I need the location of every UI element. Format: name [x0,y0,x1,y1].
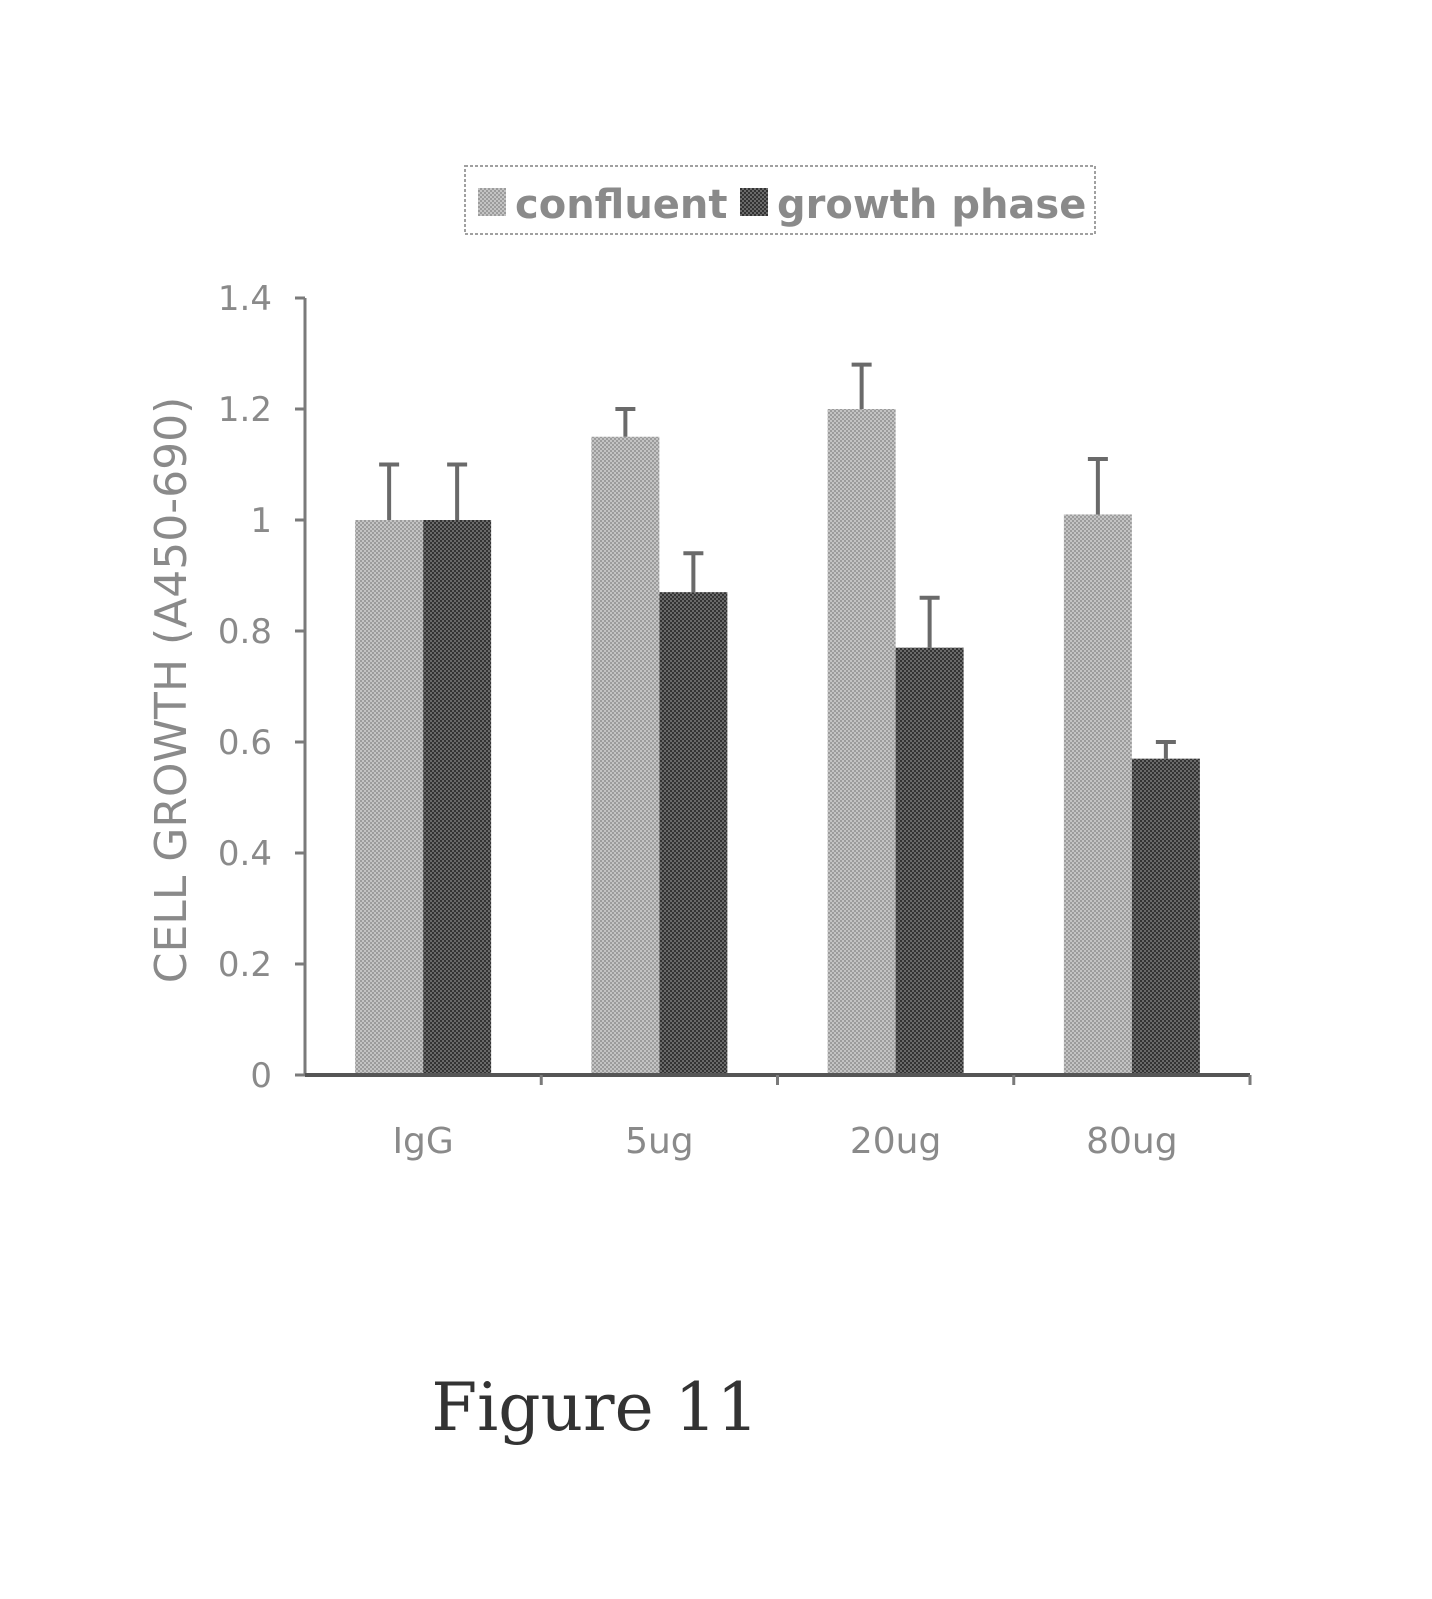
y-axis-label: CELL GROWTH (A450-690) [146,397,197,984]
bar-confluent [355,520,423,1075]
legend-swatch-growth-phase [740,188,768,216]
x-tick-label: IgG [392,1121,453,1162]
bars [355,409,1200,1075]
y-tick-label: 1.4 [218,279,272,319]
error-bars [379,365,1176,759]
x-tick-label: 20ug [850,1121,941,1162]
bar-growth-phase [659,592,727,1075]
legend-swatch-confluent [478,188,506,216]
bar-growth-phase [896,648,964,1075]
y-tick-label: 0 [250,1056,272,1096]
x-axis-labels: IgG 5ug 20ug 80ug [392,1121,1177,1162]
bar-confluent [1064,514,1132,1075]
legend: confluent growth phase [465,166,1095,234]
bar-growth-phase [423,520,491,1075]
figure-caption: Figure 11 [431,1369,758,1446]
x-tick-label: 80ug [1086,1121,1177,1162]
y-tick-label: 0.6 [218,723,272,763]
y-axis-ticks: 0 0.2 0.4 0.6 0.8 1 1.2 1.4 [218,279,305,1096]
y-tick-label: 1 [250,501,272,541]
y-tick-label: 0.2 [218,945,272,985]
bar-growth-phase [1132,759,1200,1075]
x-tick-label: 5ug [625,1121,694,1162]
bar-confluent [828,409,896,1075]
legend-label-confluent: confluent [515,182,728,228]
y-tick-label: 1.2 [218,390,272,430]
bar-confluent [591,437,659,1075]
y-tick-label: 0.8 [218,612,272,652]
legend-label-growth-phase: growth phase [777,182,1086,228]
y-tick-label: 0.4 [218,834,272,874]
